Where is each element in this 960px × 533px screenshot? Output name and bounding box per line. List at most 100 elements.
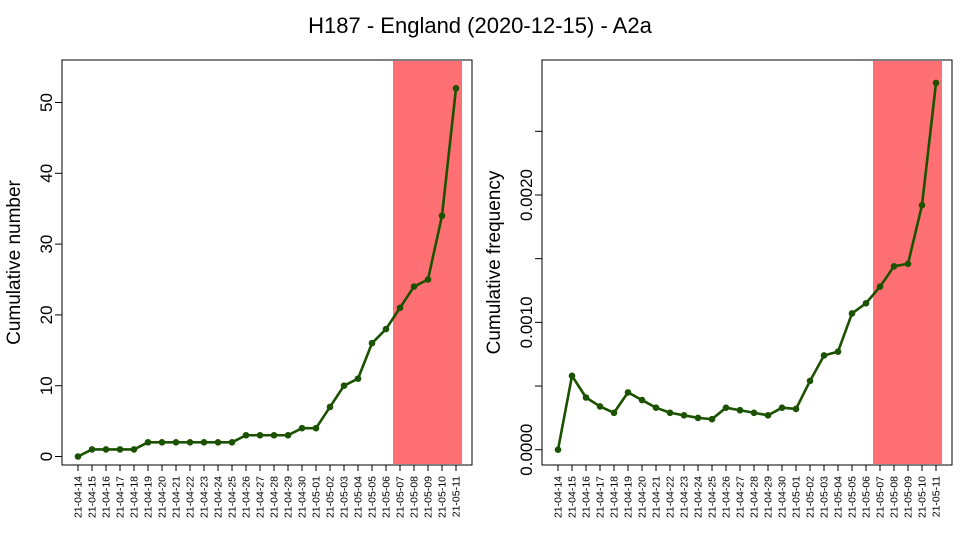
x-tick-label: 21-04-26 [721, 476, 733, 518]
x-tick-label: 21-04-17 [115, 476, 127, 518]
y-tick-label: 10 [37, 376, 56, 395]
data-point [186, 439, 194, 446]
data-point [722, 404, 730, 411]
x-tick-label: 21-04-24 [693, 476, 705, 518]
x-tick-label: 21-04-29 [763, 476, 775, 518]
x-tick-label: 21-05-02 [805, 476, 817, 518]
data-point [158, 439, 166, 446]
data-point [890, 263, 898, 270]
data-point [848, 310, 856, 317]
x-tick-label: 21-05-07 [395, 476, 407, 518]
x-tick-label: 21-04-24 [213, 476, 225, 518]
x-tick-label: 21-05-06 [861, 476, 873, 518]
y-tick-label: 0.0010 [517, 296, 536, 348]
data-point [862, 299, 870, 307]
x-tick-label: 21-05-11 [931, 476, 943, 517]
data-point [708, 415, 716, 423]
x-tick-label: 21-04-19 [623, 476, 635, 518]
x-tick-label: 21-04-22 [665, 476, 677, 518]
data-point [424, 276, 432, 283]
data-point [750, 409, 758, 417]
data-point [172, 439, 180, 446]
x-tick-label: 21-05-05 [367, 476, 379, 518]
x-tick-label: 21-05-06 [381, 476, 393, 518]
data-point [452, 85, 460, 92]
y-tick-label: 0.0020 [517, 169, 536, 221]
data-point [666, 409, 674, 417]
data-point [764, 412, 772, 419]
x-tick-label: 21-05-01 [311, 476, 323, 518]
plot-frame [541, 59, 953, 466]
data-point [410, 283, 418, 290]
x-tick-label: 21-05-04 [353, 476, 365, 518]
x-tick-label: 21-04-30 [777, 476, 789, 518]
x-tick-label: 21-05-01 [791, 476, 803, 518]
x-tick-label: 21-04-16 [581, 476, 593, 518]
y-tick-label: 0 [37, 452, 56, 461]
data-point [610, 409, 618, 417]
data-point [382, 325, 390, 333]
data-point [932, 79, 940, 87]
x-tick-label: 21-05-05 [847, 476, 859, 518]
data-point [904, 260, 912, 268]
data-point [568, 372, 576, 380]
x-tick-label: 21-05-02 [325, 476, 337, 518]
data-point [270, 431, 278, 439]
data-point [130, 446, 138, 453]
x-tick-label: 21-04-25 [707, 476, 719, 518]
x-tick-label: 21-04-18 [129, 476, 141, 518]
data-point [326, 403, 334, 411]
x-tick-label: 21-05-11 [451, 476, 463, 517]
data-point [638, 396, 646, 404]
y-axis-label: Cumulative frequency [484, 170, 505, 354]
x-tick-label: 21-05-08 [409, 476, 421, 518]
data-point [582, 394, 590, 401]
x-tick-label: 21-05-09 [423, 476, 435, 518]
x-tick-label: 21-05-03 [339, 476, 351, 518]
x-tick-label: 21-04-27 [735, 476, 747, 518]
y-tick-label: 0.0000 [517, 424, 536, 476]
series-line [556, 82, 938, 450]
x-tick-label: 21-04-19 [143, 476, 155, 518]
y-tick-label: 40 [37, 164, 56, 183]
data-point [876, 283, 884, 290]
x-tick-label: 21-05-08 [889, 476, 901, 518]
data-point [736, 406, 744, 414]
data-point [918, 201, 926, 209]
x-tick-label: 21-04-15 [87, 476, 99, 518]
data-point [88, 446, 96, 453]
x-tick-label: 21-04-22 [185, 476, 197, 518]
y-tick-label: 20 [37, 305, 56, 324]
data-point [596, 403, 604, 410]
chart-title: H187 - England (2020-12-15) - A2a [308, 13, 652, 38]
data-point [368, 339, 376, 347]
data-point [102, 446, 110, 453]
x-tick-label: 21-04-20 [157, 476, 169, 518]
data-point [256, 431, 264, 439]
x-tick-label: 21-04-20 [637, 476, 649, 518]
x-tick-label: 21-05-10 [917, 476, 929, 518]
x-tick-label: 21-05-09 [903, 476, 915, 518]
x-tick-label: 21-04-14 [73, 476, 85, 518]
x-tick-label: 21-04-17 [595, 476, 607, 518]
data-point [694, 414, 702, 422]
x-tick-label: 21-04-28 [749, 476, 761, 518]
x-tick-label: 21-04-21 [651, 476, 663, 518]
data-point [820, 352, 828, 359]
data-point [396, 304, 404, 312]
data-point [284, 431, 292, 439]
data-point [652, 404, 660, 411]
data-point [438, 212, 446, 220]
data-point [806, 377, 814, 385]
x-tick-label: 21-04-28 [269, 476, 281, 518]
data-point [74, 453, 82, 460]
x-tick-label: 21-04-23 [199, 476, 211, 518]
right-panel: 0.0000 0.0010 0.0020 Cumulative frequency 21… [484, 59, 953, 518]
data-point [792, 405, 800, 413]
plot-frame [61, 59, 473, 466]
data-point [312, 424, 320, 432]
x-tick-label: 21-05-10 [437, 476, 449, 518]
x-tick-label: 21-04-23 [679, 476, 691, 518]
